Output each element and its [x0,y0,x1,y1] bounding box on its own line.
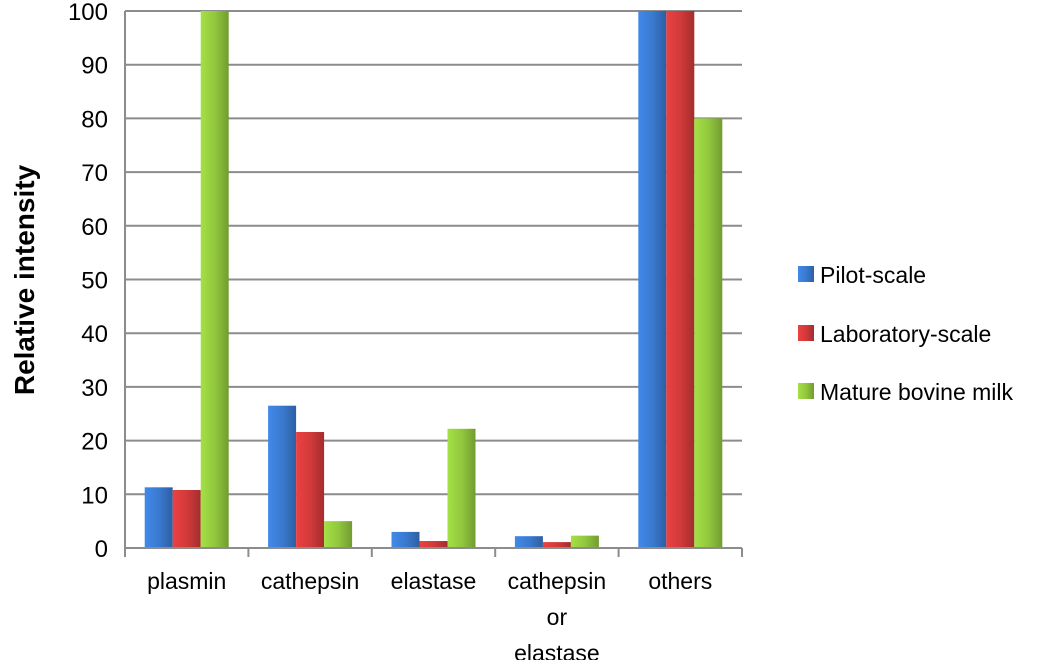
x-category-label: or [547,604,568,630]
legend-label: Mature bovine milk [820,379,1014,405]
bar-pilot-scale [514,536,543,548]
bar-mature-bovine-milk [447,428,476,548]
bar-mature-bovine-milk [324,521,353,548]
x-category-label: elastase [391,568,477,594]
bar-laboratory-scale [296,432,325,548]
legend-swatch [798,266,814,282]
y-axis-ticks: 0 10 20 30 40 50 60 70 80 90 100 [68,0,108,563]
y-tick-label: 90 [81,53,108,80]
bar-laboratory-scale [666,11,695,548]
y-tick-label: 0 [95,536,108,563]
y-tick-label: 50 [81,268,108,295]
y-tick-label: 60 [81,214,108,241]
bar-laboratory-scale [542,542,571,548]
legend-swatch [798,383,814,399]
bar-pilot-scale [144,487,173,548]
y-tick-label: 30 [81,375,108,402]
y-tick-label: 20 [81,429,108,456]
bar-pilot-scale [391,531,420,548]
x-category-label: cathepsin [508,568,606,594]
bar-mature-bovine-milk [570,535,599,548]
bars [144,11,723,549]
legend-label: Pilot-scale [820,262,926,288]
y-tick-label: 40 [81,321,108,348]
y-tick-label: 70 [81,160,108,187]
y-tick-label: 80 [81,106,108,133]
x-category-label: plasmin [147,568,226,594]
bar-laboratory-scale [172,490,201,548]
legend: Pilot-scale Laboratory-scale Mature bovine… [798,262,1014,405]
bar-pilot-scale [638,11,667,548]
x-category-label: others [648,568,712,594]
y-tick-label: 10 [81,482,108,509]
bar-mature-bovine-milk [200,11,229,548]
bar-mature-bovine-milk [694,118,723,549]
axes [124,11,743,557]
legend-swatch [798,325,814,341]
y-axis-label: Relative intensity [9,164,40,395]
bar-laboratory-scale [419,541,448,548]
bar-pilot-scale [268,405,297,548]
x-category-label: elastase [514,640,600,660]
legend-label: Laboratory-scale [820,321,991,347]
x-category-label: cathepsin [261,568,359,594]
y-tick-label: 100 [68,0,108,26]
x-axis-categories: plasmin cathepsin elastase cathepsin or elast… [147,568,712,660]
